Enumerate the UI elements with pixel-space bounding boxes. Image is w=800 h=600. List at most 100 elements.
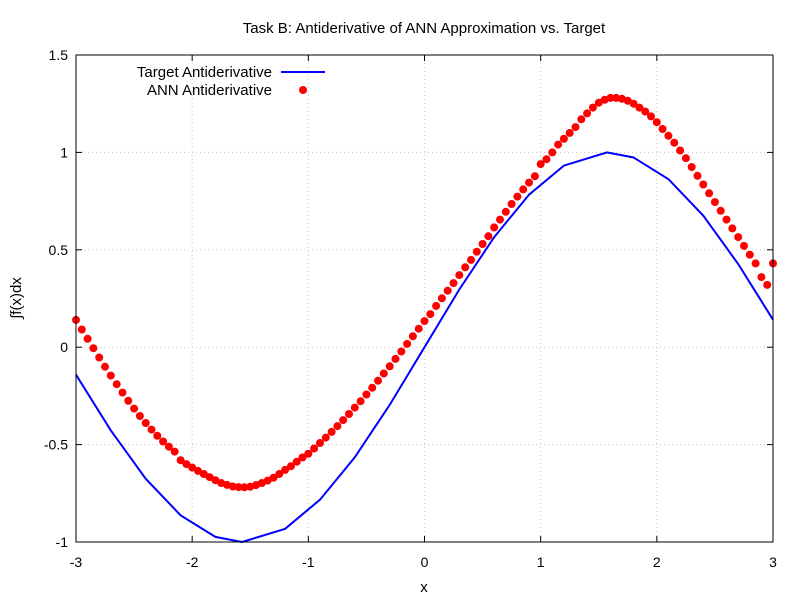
data-point-ann-antiderivative [647, 112, 655, 121]
data-point-ann-antiderivative [658, 125, 667, 133]
y-tick-label: 0.5 [49, 242, 69, 258]
data-point-ann-antiderivative [147, 425, 156, 434]
data-point-ann-antiderivative [757, 273, 766, 282]
data-point-ann-antiderivative [228, 482, 237, 491]
data-point-ann-antiderivative [664, 131, 673, 140]
y-tick-label: -1 [56, 534, 69, 550]
data-point-ann-antiderivative [130, 404, 139, 413]
data-point-ann-antiderivative [693, 171, 702, 180]
data-point-ann-antiderivative [368, 383, 377, 392]
data-point-ann-antiderivative [176, 456, 185, 465]
data-point-ann-antiderivative [414, 324, 423, 333]
data-point-ann-antiderivative [159, 437, 168, 446]
data-point-ann-antiderivative [513, 192, 522, 201]
data-point-ann-antiderivative [182, 460, 191, 469]
data-point-ann-antiderivative [705, 189, 714, 198]
series-layer [72, 93, 777, 544]
data-point-ann-antiderivative [588, 103, 597, 112]
data-point-ann-antiderivative [339, 416, 348, 425]
data-point-ann-antiderivative [83, 334, 92, 343]
data-point-ann-antiderivative [629, 99, 638, 108]
data-point-ann-antiderivative [95, 353, 104, 362]
data-point-ann-antiderivative [728, 224, 737, 233]
data-point-ann-antiderivative [507, 200, 516, 208]
y-tick-label: 1.5 [49, 47, 69, 63]
data-point-ann-antiderivative [432, 301, 441, 310]
data-point-ann-antiderivative [763, 280, 772, 289]
data-point-ann-antiderivative [321, 433, 330, 442]
data-point-ann-antiderivative [699, 180, 708, 189]
data-point-ann-antiderivative [385, 362, 394, 371]
y-tick-label: 1 [60, 144, 68, 160]
data-point-ann-antiderivative [286, 462, 295, 471]
data-point-ann-antiderivative [135, 412, 144, 420]
data-point-ann-antiderivative [496, 215, 504, 224]
data-point-ann-antiderivative [519, 185, 528, 194]
data-point-ann-antiderivative [327, 427, 336, 436]
data-point-ann-antiderivative [455, 271, 464, 280]
data-point-ann-antiderivative [734, 233, 743, 242]
data-point-ann-antiderivative [333, 422, 342, 431]
data-point-ann-antiderivative [681, 154, 690, 163]
data-point-ann-antiderivative [716, 206, 725, 215]
y-tick-label: 0 [60, 339, 68, 355]
x-axis-label: x [420, 579, 428, 596]
data-point-ann-antiderivative [484, 232, 493, 241]
data-point-ann-antiderivative [397, 347, 406, 356]
data-point-ann-antiderivative [641, 107, 650, 116]
x-tick-label: 1 [537, 554, 545, 570]
data-point-ann-antiderivative [292, 457, 301, 466]
x-tick-label: 0 [421, 554, 429, 570]
series-line-target-antiderivative [75, 151, 774, 544]
data-point-ann-antiderivative [269, 473, 278, 482]
data-point-ann-antiderivative [345, 410, 353, 418]
data-point-ann-antiderivative [437, 294, 446, 303]
chart-title: Task B: Antiderivative of ANN Approximat… [243, 20, 606, 37]
x-tick-label: -3 [70, 554, 83, 570]
data-point-ann-antiderivative [687, 163, 696, 171]
data-point-ann-antiderivative [722, 215, 731, 224]
data-point-ann-antiderivative [101, 362, 109, 371]
data-point-ann-antiderivative [606, 93, 615, 102]
grid [76, 55, 773, 542]
data-point-ann-antiderivative [571, 123, 580, 132]
data-point-ann-antiderivative [426, 310, 435, 319]
data-point-ann-antiderivative [710, 198, 719, 207]
data-point-ann-antiderivative [478, 240, 487, 248]
data-point-ann-antiderivative [275, 470, 284, 478]
data-point-ann-antiderivative [106, 371, 115, 380]
plot-frame [75, 54, 774, 543]
data-point-ann-antiderivative [751, 259, 760, 268]
data-point-ann-antiderivative [403, 339, 412, 348]
data-point-ann-antiderivative [652, 118, 661, 127]
y-axis-label: ∫f(x)dx [8, 277, 25, 320]
data-point-ann-antiderivative [234, 483, 243, 492]
data-point-ann-antiderivative [164, 442, 173, 451]
data-point-ann-antiderivative [676, 146, 685, 155]
data-point-ann-antiderivative [583, 109, 592, 118]
data-point-ann-antiderivative [542, 155, 551, 164]
data-point-ann-antiderivative [420, 317, 429, 326]
data-point-ann-antiderivative [310, 444, 319, 453]
x-tick-label: 3 [769, 554, 777, 570]
data-point-ann-antiderivative [350, 403, 359, 412]
data-point-ann-antiderivative [449, 279, 458, 288]
data-point-ann-antiderivative [118, 388, 127, 397]
data-point-ann-antiderivative [577, 115, 586, 124]
legend-label: Target Antiderivative [137, 64, 272, 81]
data-point-ann-antiderivative [112, 380, 121, 389]
data-point-ann-antiderivative [153, 431, 162, 440]
data-point-ann-antiderivative [240, 483, 249, 492]
data-point-ann-antiderivative [188, 463, 197, 472]
data-point-ann-antiderivative [490, 223, 499, 232]
data-point-ann-antiderivative [89, 344, 98, 353]
axis-ticks: -3 -2 -1 0 1 2 3 -1 -0.5 0 0.5 1 1.5 [44, 47, 777, 570]
data-point-ann-antiderivative [298, 453, 307, 462]
data-point-ann-antiderivative [548, 148, 557, 157]
data-point-ann-antiderivative [530, 172, 539, 181]
data-point-ann-antiderivative [304, 449, 313, 458]
data-point-ann-antiderivative [356, 397, 365, 406]
x-tick-label: 2 [653, 554, 661, 570]
data-point-ann-antiderivative [740, 241, 748, 250]
